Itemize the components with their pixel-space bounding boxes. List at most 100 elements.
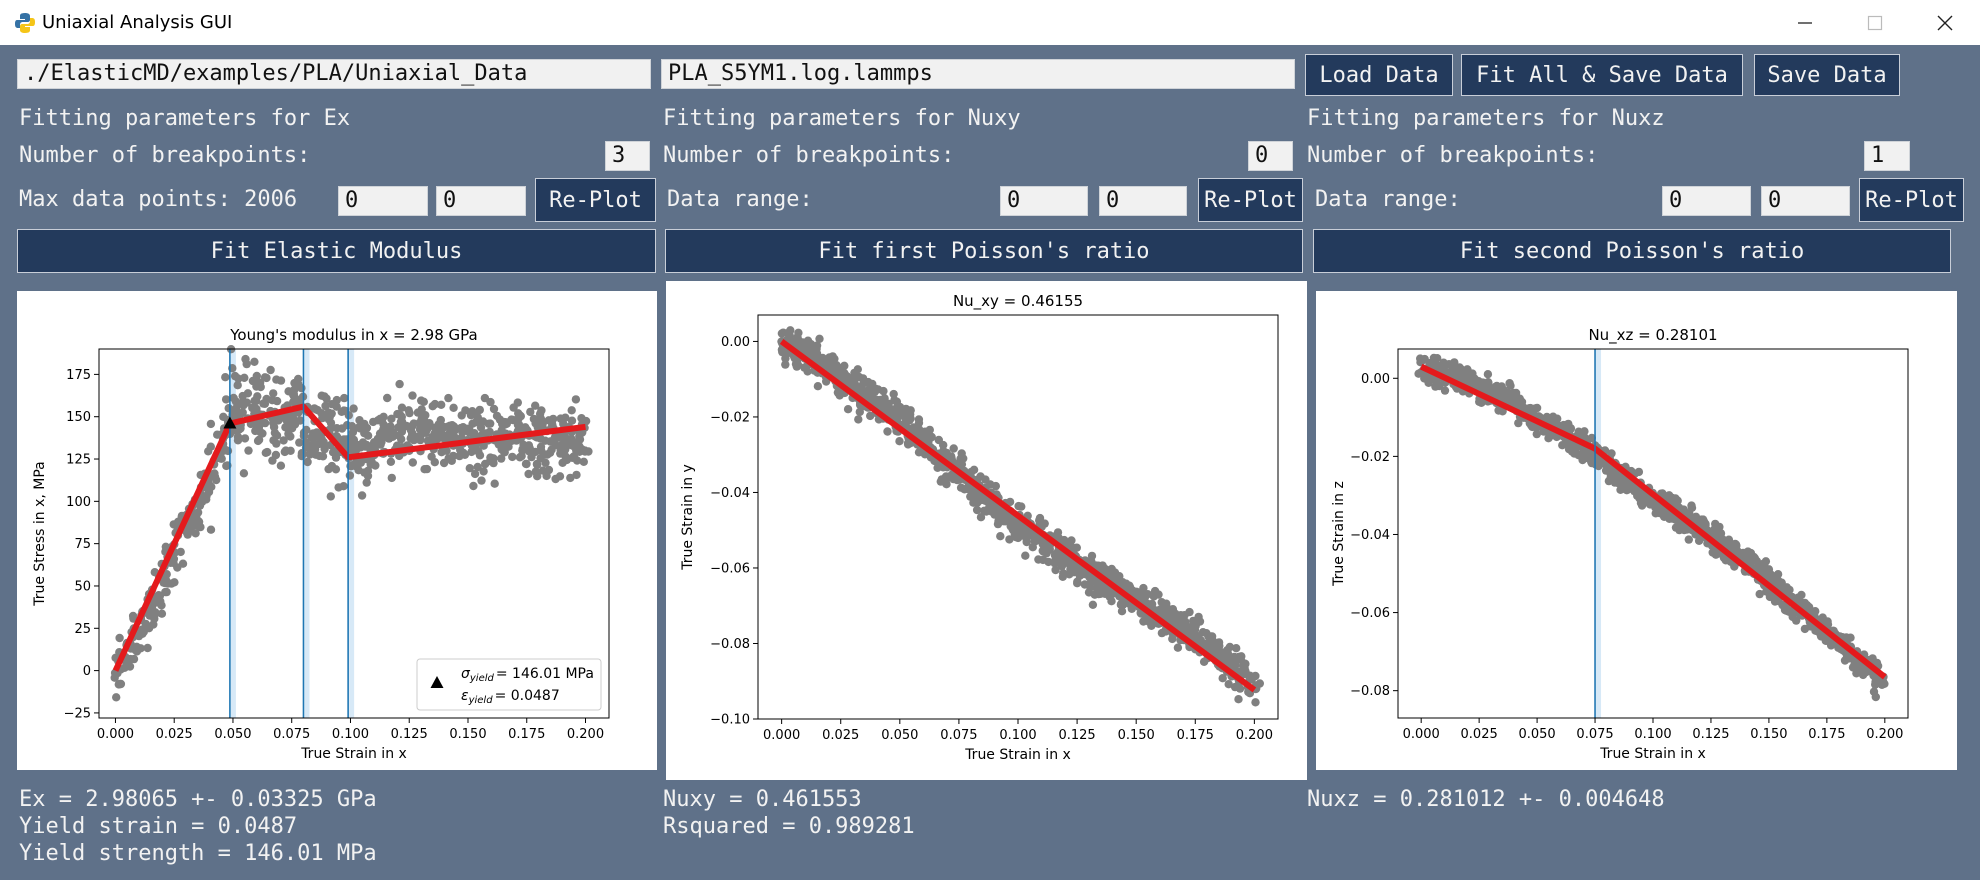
scatter-point	[397, 427, 407, 436]
scatter-point	[1525, 404, 1534, 413]
scatter-point	[125, 662, 135, 671]
scatter-point	[515, 453, 525, 462]
scatter-point	[252, 371, 261, 381]
legend-yield-strain-value: = 0.0487	[495, 688, 560, 704]
nuxz-range-min-input[interactable]: 0	[1662, 186, 1751, 216]
nuxy-chart: Nu_xy = 0.46155 0.000 0.025 0.050 0.075 0.100…	[680, 292, 1279, 763]
scatter-point	[251, 419, 260, 429]
ex-breakpoints-label: Number of breakpoints:	[19, 143, 311, 168]
close-button[interactable]	[1910, 0, 1980, 45]
log-file-input[interactable]: PLA_S5YM1.log.lammps	[661, 59, 1295, 89]
minimize-icon	[1798, 21, 1812, 24]
x-tick-label: 0.025	[822, 728, 859, 743]
scatter-point	[212, 475, 221, 485]
legend-yield-strength-value: = 146.01 MPa	[496, 666, 594, 682]
scatter-point	[1225, 658, 1235, 667]
scatter-point	[1107, 597, 1116, 606]
scatter-point	[1098, 561, 1107, 570]
scatter-point	[331, 465, 341, 474]
y-tick-label: −0.10	[710, 713, 750, 728]
scatter-point	[514, 413, 524, 423]
scatter-point	[349, 404, 358, 413]
scatter-point	[320, 444, 329, 454]
x-tick-label: 0.175	[508, 727, 545, 742]
scatter-point	[840, 361, 849, 370]
scatter-point	[853, 365, 862, 374]
nuxy-range-max-input[interactable]: 0	[1099, 186, 1187, 216]
nuxz-chart-panel: Nu_xz = 0.28101 0.000 0.025 0.050 0.075 0.100…	[1316, 291, 1957, 770]
scatter-point	[233, 381, 242, 390]
scatter-point	[1514, 418, 1523, 428]
x-tick-label: 0.150	[449, 727, 486, 742]
scatter-point	[362, 478, 371, 487]
x-tick-label: 0.200	[1236, 728, 1273, 743]
scatter-point	[303, 457, 312, 467]
scatter-point	[162, 587, 171, 597]
scatter-point	[327, 409, 336, 418]
nuxz-range-max-input[interactable]: 0	[1761, 186, 1850, 216]
nuxz-replot-button[interactable]: Re-Plot	[1859, 178, 1964, 222]
fit-all-save-button[interactable]: Fit All & Save Data	[1461, 54, 1743, 96]
scatter-point	[574, 441, 584, 451]
scatter-point	[469, 481, 478, 491]
scatter-point	[421, 428, 430, 437]
load-data-button[interactable]: Load Data	[1305, 54, 1453, 96]
ex-range-max-input[interactable]: 0	[436, 186, 526, 216]
scatter-point	[833, 388, 843, 397]
scatter-point	[572, 456, 582, 465]
scatter-point	[579, 457, 588, 466]
scatter-point	[416, 435, 425, 445]
scatter-point	[843, 405, 853, 414]
scatter-point	[1440, 386, 1450, 395]
scatter-point	[1005, 535, 1014, 544]
save-data-button[interactable]: Save Data	[1754, 54, 1900, 96]
scatter-point	[449, 403, 458, 412]
scatter-point	[939, 440, 948, 450]
scatter-point	[827, 360, 836, 369]
scatter-point	[1185, 607, 1194, 617]
scatter-point	[1773, 570, 1783, 579]
scatter-point	[481, 459, 490, 469]
scatter-point	[237, 399, 246, 408]
maximize-button[interactable]	[1840, 0, 1910, 45]
minimize-button[interactable]	[1770, 0, 1840, 45]
x-tick-label: 0.075	[273, 727, 310, 742]
scatter-point	[957, 449, 966, 458]
plot-area	[777, 326, 1264, 707]
y-tick-label: −0.08	[710, 637, 750, 652]
scatter-point	[1140, 592, 1150, 601]
nuxz-breakpoints-input[interactable]: 1	[1864, 141, 1910, 171]
fit-line	[779, 338, 1257, 693]
y-tick-label: −0.04	[1350, 528, 1390, 543]
scatter-point	[556, 445, 565, 454]
scatter-point	[250, 357, 259, 366]
scatter-point	[256, 382, 265, 392]
scatter-point	[321, 401, 330, 411]
ex-breakpoints-input[interactable]: 3	[605, 141, 650, 171]
nuxy-replot-button[interactable]: Re-Plot	[1198, 178, 1303, 222]
scatter-point	[202, 491, 211, 501]
x-tick-label: 0.100	[332, 727, 369, 742]
scatter-point	[1086, 583, 1095, 592]
ex-range-min-input[interactable]: 0	[338, 186, 428, 216]
nuxy-range-min-input[interactable]: 0	[1000, 186, 1088, 216]
nuxy-breakpoints-input[interactable]: 0	[1248, 141, 1293, 171]
scatter-point	[357, 491, 367, 500]
scatter-point	[567, 406, 576, 415]
scatter-point	[138, 629, 147, 638]
fit-elastic-modulus-button[interactable]: Fit Elastic Modulus	[17, 229, 656, 273]
scatter-point	[183, 524, 193, 533]
nuxz-chart: Nu_xz = 0.28101 0.000 0.025 0.050 0.075 0.100…	[1331, 326, 1909, 762]
fit-first-poisson-button[interactable]: Fit first Poisson's ratio	[665, 229, 1303, 273]
data-path-input[interactable]: ./ElasticMD/examples/PLA/Uniaxial_Data	[17, 59, 651, 89]
scatter-point	[1570, 445, 1579, 454]
scatter-point	[281, 423, 290, 432]
ex-replot-button[interactable]: Re-Plot	[535, 178, 656, 222]
scatter-point	[474, 447, 483, 456]
scatter-point	[537, 406, 546, 415]
scatter-point	[449, 451, 458, 461]
python-icon	[15, 13, 35, 33]
scatter-point	[260, 418, 270, 428]
fit-second-poisson-button[interactable]: Fit second Poisson's ratio	[1313, 229, 1951, 273]
scatter-point	[334, 483, 343, 492]
